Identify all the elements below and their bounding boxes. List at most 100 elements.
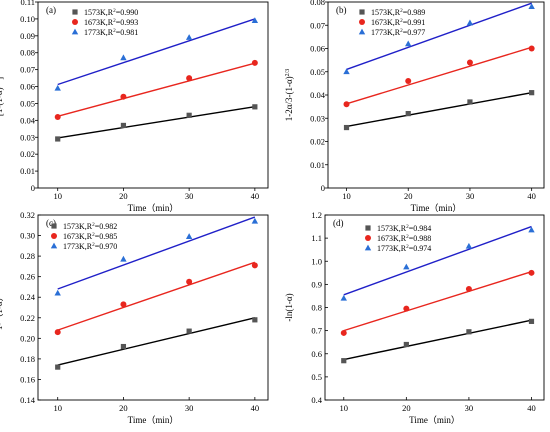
y-axis-title: -ln(1-α) [284,293,294,321]
y-tick-label: 0.24 [20,292,36,302]
y-axis-title: 1-2α/3-(1-α)2/3 [284,69,294,122]
data-point [341,358,347,364]
legend-marker [50,242,58,249]
data-point [405,111,411,117]
data-point [251,217,259,224]
data-point [251,17,259,23]
x-tick-label: 10 [342,191,351,201]
data-point [466,59,473,66]
y-tick-label: 0.03 [310,113,325,123]
fit-line [57,18,256,86]
legend-entry: 1573K,R2=0.984 [377,224,431,233]
y-tick-label: 0 [321,183,325,193]
y-tick-label: 0.06 [310,44,325,54]
y-tick-label: 0.07 [20,65,35,75]
data-point [528,226,535,233]
x-axis-title: Time（min） [128,415,179,425]
legend-marker [51,223,57,229]
y-tick-label: 0.6 [311,349,322,359]
data-point [528,45,535,52]
fit-line [343,225,532,296]
legend-entry: 1573K,R2=0.989 [371,8,425,17]
data-point [120,343,127,350]
fit-line [57,261,256,331]
legend-entry: 1673K,R2=0.985 [63,232,117,241]
y-tick-label: 0.01 [310,160,325,170]
y-tick-label: 0.11 [20,0,35,7]
legend-marker [364,244,372,251]
data-point [54,329,61,336]
data-point [403,305,410,312]
data-point [251,59,258,66]
legend-entry: 1573K,R2=0.990 [84,8,138,17]
x-tick-label: 40 [251,403,260,413]
data-point [252,104,258,110]
x-tick-label: 10 [53,403,62,413]
x-tick-label: 30 [185,403,194,413]
y-tick-label: 0.02 [20,149,35,159]
y-tick-label: 0.32 [20,210,35,220]
y-tick-label: 1.2 [311,210,322,220]
legend-marker [72,19,78,25]
y-tick-label: 1.1 [311,233,322,243]
data-point [403,341,409,348]
legend-marker [365,225,371,231]
data-point [120,255,127,262]
data-point [466,329,472,335]
y-tick-label: 0.03 [20,132,35,142]
data-point [340,294,347,301]
y-tick-label: 0.4 [311,395,322,405]
data-point [528,3,535,10]
x-tick-label: 20 [402,403,411,413]
legend-marker [51,233,57,239]
plot-frame [37,1,269,189]
data-point [120,122,127,129]
fit-line [57,62,256,117]
y-tick-label: 0.04 [20,115,36,125]
x-tick-label: 20 [119,191,128,201]
fit-line [343,270,532,332]
y-axis-title: [1-(1-α)1/3]2 [0,74,4,116]
y-tick-label: 0.05 [310,67,325,77]
data-point [466,19,474,26]
data-point [528,269,535,276]
y-tick-label: 0.08 [310,0,325,7]
plot-frame [324,214,545,401]
data-point [54,113,61,120]
legend: 1573K,R2=0.9821673K,R2=0.9851773K,R2=0.9… [50,222,117,251]
data-point [54,289,61,296]
data-point [54,84,61,91]
legend-entry: 1673K,R2=0.988 [377,234,431,243]
legend: 1573K,R2=0.9901673K,R2=0.9931773K,R2=0.9… [71,8,138,37]
y-tick-label: 0.30 [20,231,35,241]
y-tick-label: 1.0 [311,256,322,266]
data-point [120,301,127,308]
legend-entry: 1773K,R2=0.974 [377,244,431,253]
y-tick-label: 0.20 [20,333,35,343]
data-point [403,263,410,270]
data-point [405,78,412,85]
legend-marker [71,28,79,35]
y-tick-label: 0.18 [20,354,35,364]
legend-entry: 1573K,R2=0.982 [63,222,117,231]
y-tick-label: 0.22 [20,313,35,323]
x-tick-label: 40 [527,191,536,201]
panel-label: (d) [333,218,344,228]
data-point [186,278,193,285]
x-tick-label: 20 [119,403,128,413]
legend: 1573K,R2=0.9841673K,R2=0.9881773K,R2=0.9… [364,224,431,253]
data-point [251,262,258,269]
legend-marker [359,19,365,25]
chart-panel-b: (b) 0 0.01 0.02 0.03 0.04 0.05 0.06 0.07 0.08 10 20… [284,0,545,213]
y-tick-label: 0.07 [310,20,325,30]
y-tick-label: 0.05 [20,98,35,108]
legend-entry: 1673K,R2=0.993 [84,18,138,27]
data-point [186,328,192,334]
y-tick-label: 0.08 [20,48,35,58]
data-point [340,329,347,336]
y-tick-label: 0 [31,183,35,193]
fit-line [343,319,532,361]
data-point [405,40,412,47]
y-axis-title: 1-（1-α）1/3 [0,285,4,330]
